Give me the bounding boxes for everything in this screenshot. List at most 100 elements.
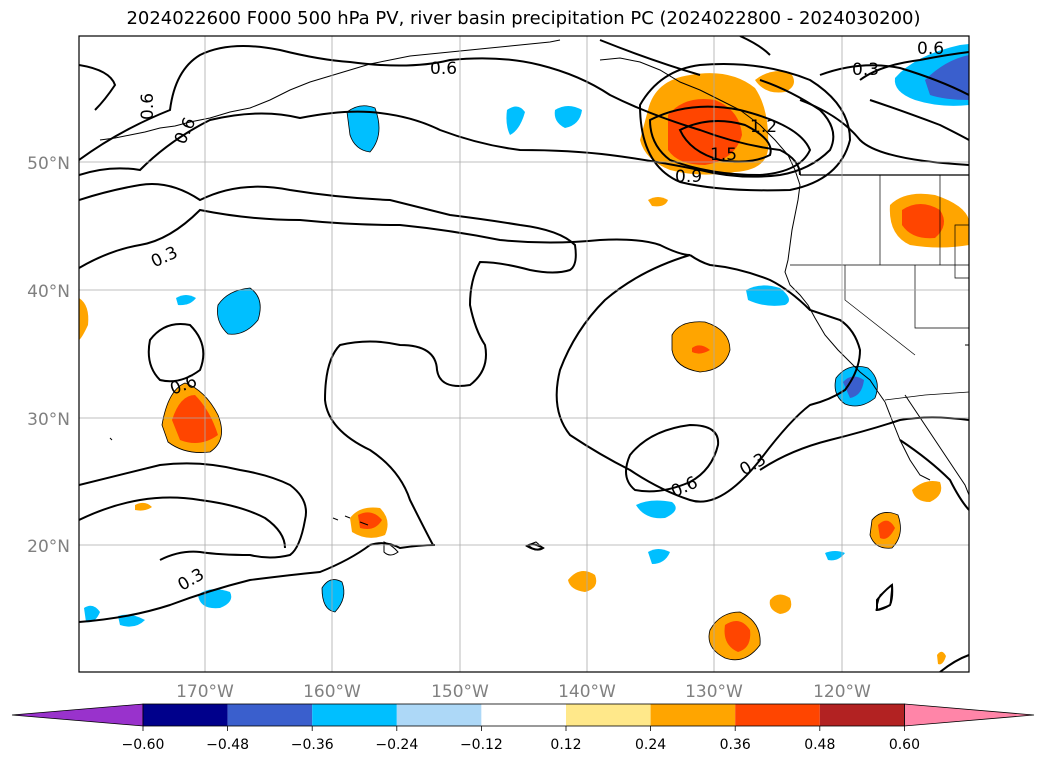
precip-positive-south-5 — [912, 481, 942, 502]
colorbar-bin — [735, 704, 820, 726]
precip-negative-south-2 — [322, 579, 344, 612]
contour-label: 0.6 — [430, 59, 457, 79]
colorbar-tick-label: 0.48 — [804, 737, 835, 753]
pv-contour-south-2 — [79, 496, 286, 549]
precip-negative-north-1 — [347, 105, 379, 152]
colorbar-bin — [227, 704, 313, 726]
precip-negative-south-6 — [648, 549, 670, 564]
lon-labels: 170°W 160°W 150°W 140°W 130°W 120°W — [176, 682, 871, 702]
colorbar-bin — [819, 704, 905, 726]
graticule — [79, 36, 969, 672]
precip-negative-south-1 — [198, 589, 232, 609]
precip-negative-socal-core — [843, 376, 864, 398]
pv-contour-south-loop — [876, 583, 894, 612]
colorbar-bin — [312, 704, 397, 726]
colorbar-bin — [396, 704, 482, 726]
colorbar-tick-label: −0.12 — [460, 737, 503, 753]
precip-positive-idaho-core — [902, 204, 944, 239]
colorbar: −0.60 −0.48 −0.36 −0.24 −0.12 0.12 0.24 … — [11, 703, 1035, 753]
pv-contour-east — [555, 254, 862, 503]
contour-label: 0.6 — [138, 93, 158, 120]
map-title: 2024022600 F000 500 hPa PV, river basin … — [126, 8, 921, 29]
precip-positive-hawaii-core — [358, 512, 382, 529]
mexico-border — [884, 391, 969, 401]
precip-positive-central-west-core — [172, 395, 218, 444]
pv-contour-se-corner — [939, 654, 969, 672]
precip-negative-south-3 — [84, 605, 100, 623]
lat-label: 40°N — [27, 282, 70, 302]
pv-contour-ring-3 — [638, 63, 852, 192]
precip-negative-south-7 — [825, 551, 845, 561]
colorbar-tick-label: −0.48 — [206, 737, 249, 753]
colorbar-extend-min — [11, 703, 144, 727]
precip-negative-north-2 — [506, 106, 525, 135]
colorbar-tick-label: −0.60 — [122, 737, 165, 753]
colorbar-tick-marks — [142, 726, 905, 731]
contour-label: 0.3 — [852, 60, 879, 80]
pv-contour-south-3 — [79, 542, 436, 623]
hawaii-islands — [332, 515, 399, 556]
baja-coast — [884, 394, 969, 496]
colorbar-bin — [143, 704, 228, 726]
colorbar-extend-max — [904, 703, 1035, 727]
pv-contours — [79, 36, 969, 672]
lon-label: 140°W — [558, 682, 616, 702]
pv-contour-small — [525, 543, 545, 551]
lat-label: 20°N — [27, 537, 70, 557]
precip-positive-offshore-core — [692, 345, 710, 354]
map-frame — [78, 35, 970, 673]
pv-contour-north-2 — [79, 45, 801, 176]
lon-label: 120°W — [813, 682, 871, 702]
lon-label: 160°W — [303, 682, 361, 702]
colorbar-tick-label: 0.36 — [720, 737, 751, 753]
pv-contour-inner-loop — [625, 423, 720, 493]
precip-positive-south-7 — [937, 651, 946, 665]
contour-label: 0.9 — [675, 167, 702, 187]
colorbar-bin — [481, 704, 566, 726]
pv-contour-south-1 — [79, 462, 307, 561]
pv-contour-southeast — [759, 416, 969, 511]
colorbar-bin — [566, 704, 651, 726]
colorbar-tick-label: −0.36 — [291, 737, 334, 753]
lat-label: 30°N — [27, 410, 70, 430]
contour-label: 1.2 — [750, 117, 777, 137]
colorbar-tick-label: 0.24 — [635, 737, 666, 753]
pv-contour-ring-4 — [599, 39, 701, 76]
precip-negative-south-5 — [636, 500, 676, 519]
us-west-coast — [784, 184, 886, 403]
lat-labels: 50°N 40°N 30°N 20°N — [27, 154, 70, 557]
pv-contour-ne — [739, 36, 969, 166]
lon-label: 170°W — [176, 682, 234, 702]
precip-positive-south-6 — [648, 197, 668, 207]
pv-contour-nw — [79, 64, 117, 111]
pv-contour-north — [79, 79, 835, 178]
precip-positive-nw-coast-rim — [755, 71, 794, 93]
precip-positive-south-8 — [135, 502, 152, 511]
precip-positive-south-4-core — [878, 520, 895, 539]
precip-positive-south-3 — [769, 594, 792, 614]
colorbar-tick-labels: −0.60 −0.48 −0.36 −0.24 −0.12 0.12 0.24 … — [122, 737, 920, 753]
precip-negative-south-4 — [118, 614, 145, 627]
contour-label: 0.6 — [917, 39, 944, 59]
state-borders — [790, 175, 969, 356]
colorbar-tick-label: 0.60 — [889, 737, 920, 753]
colorbar-tick-label: 0.12 — [550, 737, 581, 753]
pv-contour-west-2 — [79, 208, 691, 269]
precip-negative-west-2 — [176, 295, 196, 306]
contour-label: 1.5 — [710, 145, 737, 165]
alaska-coast — [99, 39, 561, 141]
precip-negative-ca-offshore — [746, 285, 789, 306]
pv-contour-ring-1 — [648, 105, 812, 177]
precip-positive-west-edge — [79, 298, 89, 340]
map-panel — [79, 36, 969, 672]
lon-label: 150°W — [431, 682, 489, 702]
lon-label: 130°W — [685, 682, 743, 702]
pv-contour-loop-west — [147, 323, 205, 383]
precip-negative-west-1 — [217, 288, 261, 335]
lat-label: 50°N — [27, 154, 70, 174]
pv-contour-west — [79, 183, 577, 546]
colorbar-tick-label: −0.24 — [375, 737, 418, 753]
colorbar-bin — [650, 704, 736, 726]
precip-positive-south-1-core — [724, 621, 751, 652]
